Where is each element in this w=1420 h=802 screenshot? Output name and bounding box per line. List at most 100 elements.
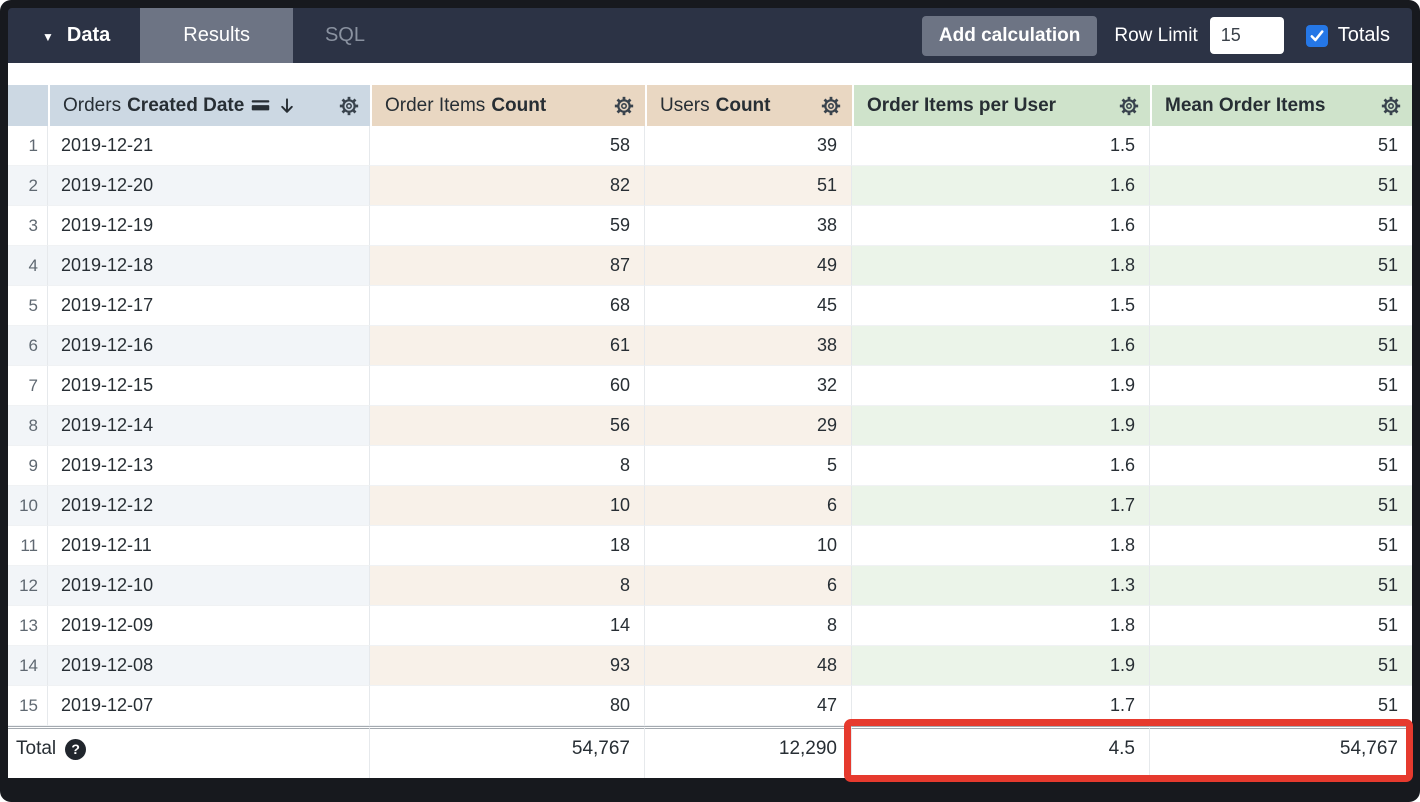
totals-checkbox[interactable] — [1305, 24, 1328, 47]
gear-icon[interactable] — [820, 95, 842, 117]
value-cell[interactable]: 8 — [370, 566, 645, 606]
date-cell[interactable]: 2019-12-08 — [48, 646, 370, 686]
value-cell[interactable]: 56 — [370, 406, 645, 446]
value-cell[interactable]: 48 — [645, 646, 852, 686]
value-cell[interactable]: 93 — [370, 646, 645, 686]
value-cell[interactable]: 58 — [370, 126, 645, 166]
value-cell[interactable]: 8 — [370, 446, 645, 486]
gear-icon[interactable] — [338, 95, 360, 117]
sort-desc-icon[interactable] — [277, 96, 297, 116]
total-value-cell[interactable]: 4.5 — [852, 726, 1150, 778]
value-cell[interactable]: 51 — [1150, 486, 1412, 526]
row-limit-input[interactable] — [1209, 17, 1284, 54]
value-cell[interactable]: 51 — [1150, 326, 1412, 366]
value-cell[interactable]: 1.5 — [852, 126, 1150, 166]
value-cell[interactable]: 18 — [370, 526, 645, 566]
value-cell[interactable]: 80 — [370, 686, 645, 726]
value-cell[interactable]: 1.9 — [852, 646, 1150, 686]
column-header-users-count[interactable]: Users Count — [645, 85, 852, 126]
date-cell[interactable]: 2019-12-18 — [48, 246, 370, 286]
gear-icon[interactable] — [1380, 95, 1402, 117]
total-value-cell[interactable]: 54,767 — [370, 726, 645, 778]
value-cell[interactable]: 51 — [1150, 606, 1412, 646]
value-cell[interactable]: 10 — [370, 486, 645, 526]
value-cell[interactable]: 61 — [370, 326, 645, 366]
value-cell[interactable]: 51 — [1150, 686, 1412, 726]
date-cell[interactable]: 2019-12-09 — [48, 606, 370, 646]
value-cell[interactable]: 51 — [1150, 366, 1412, 406]
value-cell[interactable]: 51 — [1150, 646, 1412, 686]
value-cell[interactable]: 1.3 — [852, 566, 1150, 606]
value-cell[interactable]: 1.9 — [852, 366, 1150, 406]
value-cell[interactable]: 10 — [645, 526, 852, 566]
value-cell[interactable]: 38 — [645, 326, 852, 366]
row-number: 10 — [8, 486, 48, 526]
value-cell[interactable]: 51 — [1150, 126, 1412, 166]
value-cell[interactable]: 6 — [645, 566, 852, 606]
value-cell[interactable]: 51 — [1150, 286, 1412, 326]
value-cell[interactable]: 32 — [645, 366, 852, 406]
value-cell[interactable]: 82 — [370, 166, 645, 206]
value-cell[interactable]: 14 — [370, 606, 645, 646]
gear-icon[interactable] — [613, 95, 635, 117]
date-cell[interactable]: 2019-12-19 — [48, 206, 370, 246]
gear-icon[interactable] — [1118, 95, 1140, 117]
value-cell[interactable]: 51 — [1150, 406, 1412, 446]
date-cell[interactable]: 2019-12-13 — [48, 446, 370, 486]
column-header-order-items-count[interactable]: Order Items Count — [370, 85, 645, 126]
value-cell[interactable]: 1.8 — [852, 606, 1150, 646]
value-cell[interactable]: 68 — [370, 286, 645, 326]
value-cell[interactable]: 1.5 — [852, 286, 1150, 326]
column-header-orders-created-date[interactable]: Orders Created Date — [48, 85, 370, 126]
value-cell[interactable]: 1.8 — [852, 246, 1150, 286]
value-cell[interactable]: 51 — [645, 166, 852, 206]
value-cell[interactable]: 51 — [1150, 526, 1412, 566]
value-cell[interactable]: 38 — [645, 206, 852, 246]
value-cell[interactable]: 45 — [645, 286, 852, 326]
tab-sql[interactable]: SQL — [293, 8, 397, 63]
value-cell[interactable]: 87 — [370, 246, 645, 286]
date-cell[interactable]: 2019-12-21 — [48, 126, 370, 166]
data-menu-tab[interactable]: ▼ Data — [8, 8, 140, 63]
date-cell[interactable]: 2019-12-10 — [48, 566, 370, 606]
date-cell[interactable]: 2019-12-12 — [48, 486, 370, 526]
date-cell[interactable]: 2019-12-17 — [48, 286, 370, 326]
value-cell[interactable]: 51 — [1150, 166, 1412, 206]
date-cell[interactable]: 2019-12-15 — [48, 366, 370, 406]
value-cell[interactable]: 1.6 — [852, 166, 1150, 206]
date-cell[interactable]: 2019-12-16 — [48, 326, 370, 366]
total-value-cell[interactable]: 12,290 — [645, 726, 852, 778]
value-cell[interactable]: 1.6 — [852, 446, 1150, 486]
value-cell[interactable]: 47 — [645, 686, 852, 726]
column-header-mean-order-items[interactable]: Mean Order Items — [1150, 85, 1412, 126]
value-cell[interactable]: 51 — [1150, 206, 1412, 246]
value-cell[interactable]: 1.7 — [852, 686, 1150, 726]
value-cell[interactable]: 51 — [1150, 446, 1412, 486]
help-icon[interactable]: ? — [65, 738, 87, 760]
value-cell[interactable]: 51 — [1150, 566, 1412, 606]
column-header-order-items-per-user[interactable]: Order Items per User — [852, 85, 1150, 126]
value-cell[interactable]: 6 — [645, 486, 852, 526]
value-cell[interactable]: 1.6 — [852, 326, 1150, 366]
value-cell[interactable]: 1.7 — [852, 486, 1150, 526]
value-cell[interactable]: 1.6 — [852, 206, 1150, 246]
date-cell[interactable]: 2019-12-11 — [48, 526, 370, 566]
value-cell[interactable]: 5 — [645, 446, 852, 486]
total-value-cell[interactable]: 54,767 — [1150, 726, 1412, 778]
value-cell[interactable]: 8 — [645, 606, 852, 646]
value-cell[interactable]: 1.8 — [852, 526, 1150, 566]
row-number: 12 — [8, 566, 48, 606]
add-calculation-button[interactable]: Add calculation — [921, 15, 1098, 56]
date-cell[interactable]: 2019-12-20 — [48, 166, 370, 206]
value-cell[interactable]: 39 — [645, 126, 852, 166]
tab-results[interactable]: Results — [140, 8, 293, 63]
table-row: 13 2019-12-09 14 8 1.8 51 — [8, 606, 1412, 646]
value-cell[interactable]: 1.9 — [852, 406, 1150, 446]
value-cell[interactable]: 29 — [645, 406, 852, 446]
date-cell[interactable]: 2019-12-14 — [48, 406, 370, 446]
value-cell[interactable]: 51 — [1150, 246, 1412, 286]
value-cell[interactable]: 49 — [645, 246, 852, 286]
date-cell[interactable]: 2019-12-07 — [48, 686, 370, 726]
value-cell[interactable]: 60 — [370, 366, 645, 406]
value-cell[interactable]: 59 — [370, 206, 645, 246]
